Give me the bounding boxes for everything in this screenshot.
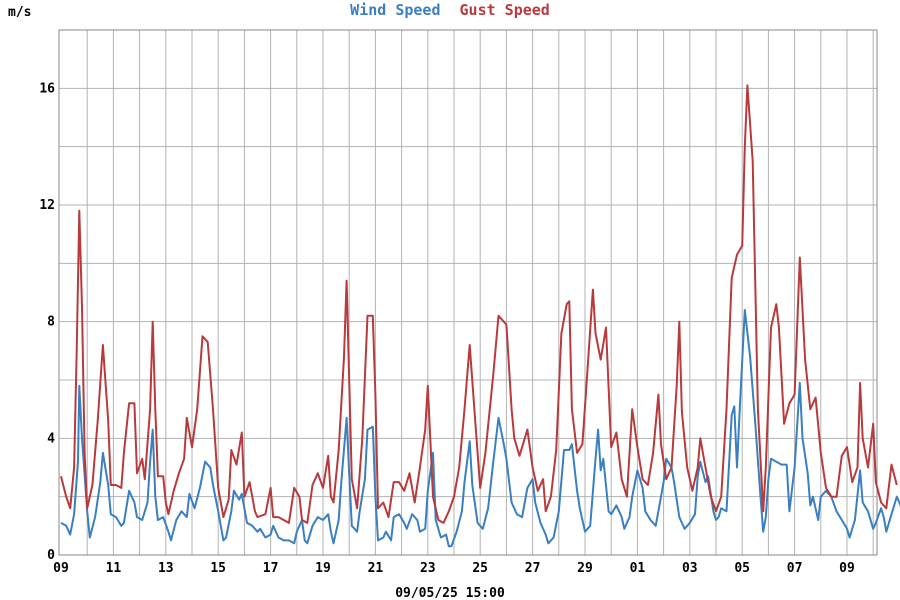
legend: Wind Speed Gust Speed	[350, 1, 550, 19]
y-tick-label: 8	[47, 315, 55, 330]
y-tick-label: 4	[47, 431, 55, 446]
x-tick-label: 29	[577, 561, 593, 576]
x-tick-label: 03	[682, 561, 698, 576]
x-tick-label: 09	[53, 561, 69, 576]
x-tick-label: 07	[787, 561, 803, 576]
y-unit-label: m/s	[8, 5, 31, 20]
legend-gust-speed: Gust Speed	[460, 1, 550, 19]
y-tick-label: 16	[39, 81, 55, 96]
x-tick-label: 21	[368, 561, 384, 576]
date-caption: 09/05/25 15:00	[395, 586, 505, 600]
x-tick-label: 01	[630, 561, 646, 576]
x-axis-ticks: 09 11 13 15 17 19 21 23 25 27 29 01 03 05 07 09	[53, 561, 855, 576]
legend-wind-speed: Wind Speed	[350, 1, 440, 19]
plot-frame	[58, 29, 878, 556]
x-tick-label: 25	[472, 561, 488, 576]
y-axis-ticks: 0 4 8 12 16	[39, 81, 55, 563]
x-tick-label: 19	[315, 561, 331, 576]
x-tick-label: 17	[263, 561, 279, 576]
x-tick-label: 27	[525, 561, 541, 576]
wind-speed-line	[60, 309, 900, 548]
y-tick-label: 0	[47, 548, 55, 563]
x-tick-label: 09	[839, 561, 855, 576]
x-tick-label: 13	[158, 561, 174, 576]
x-tick-label: 15	[210, 561, 226, 576]
y-tick-label: 12	[39, 198, 55, 213]
gust-speed-line	[60, 84, 898, 524]
series-layer	[60, 84, 900, 548]
x-tick-label: 23	[420, 561, 436, 576]
x-tick-label: 05	[734, 561, 750, 576]
x-tick-label: 11	[106, 561, 122, 576]
